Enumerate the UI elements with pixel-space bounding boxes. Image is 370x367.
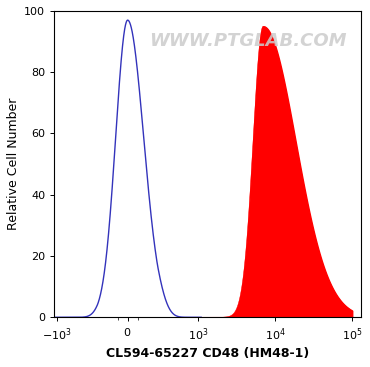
Text: WWW.PTGLAB.COM: WWW.PTGLAB.COM: [149, 32, 346, 50]
X-axis label: CL594-65227 CD48 (HM48-1): CL594-65227 CD48 (HM48-1): [106, 347, 309, 360]
Y-axis label: Relative Cell Number: Relative Cell Number: [7, 98, 20, 230]
